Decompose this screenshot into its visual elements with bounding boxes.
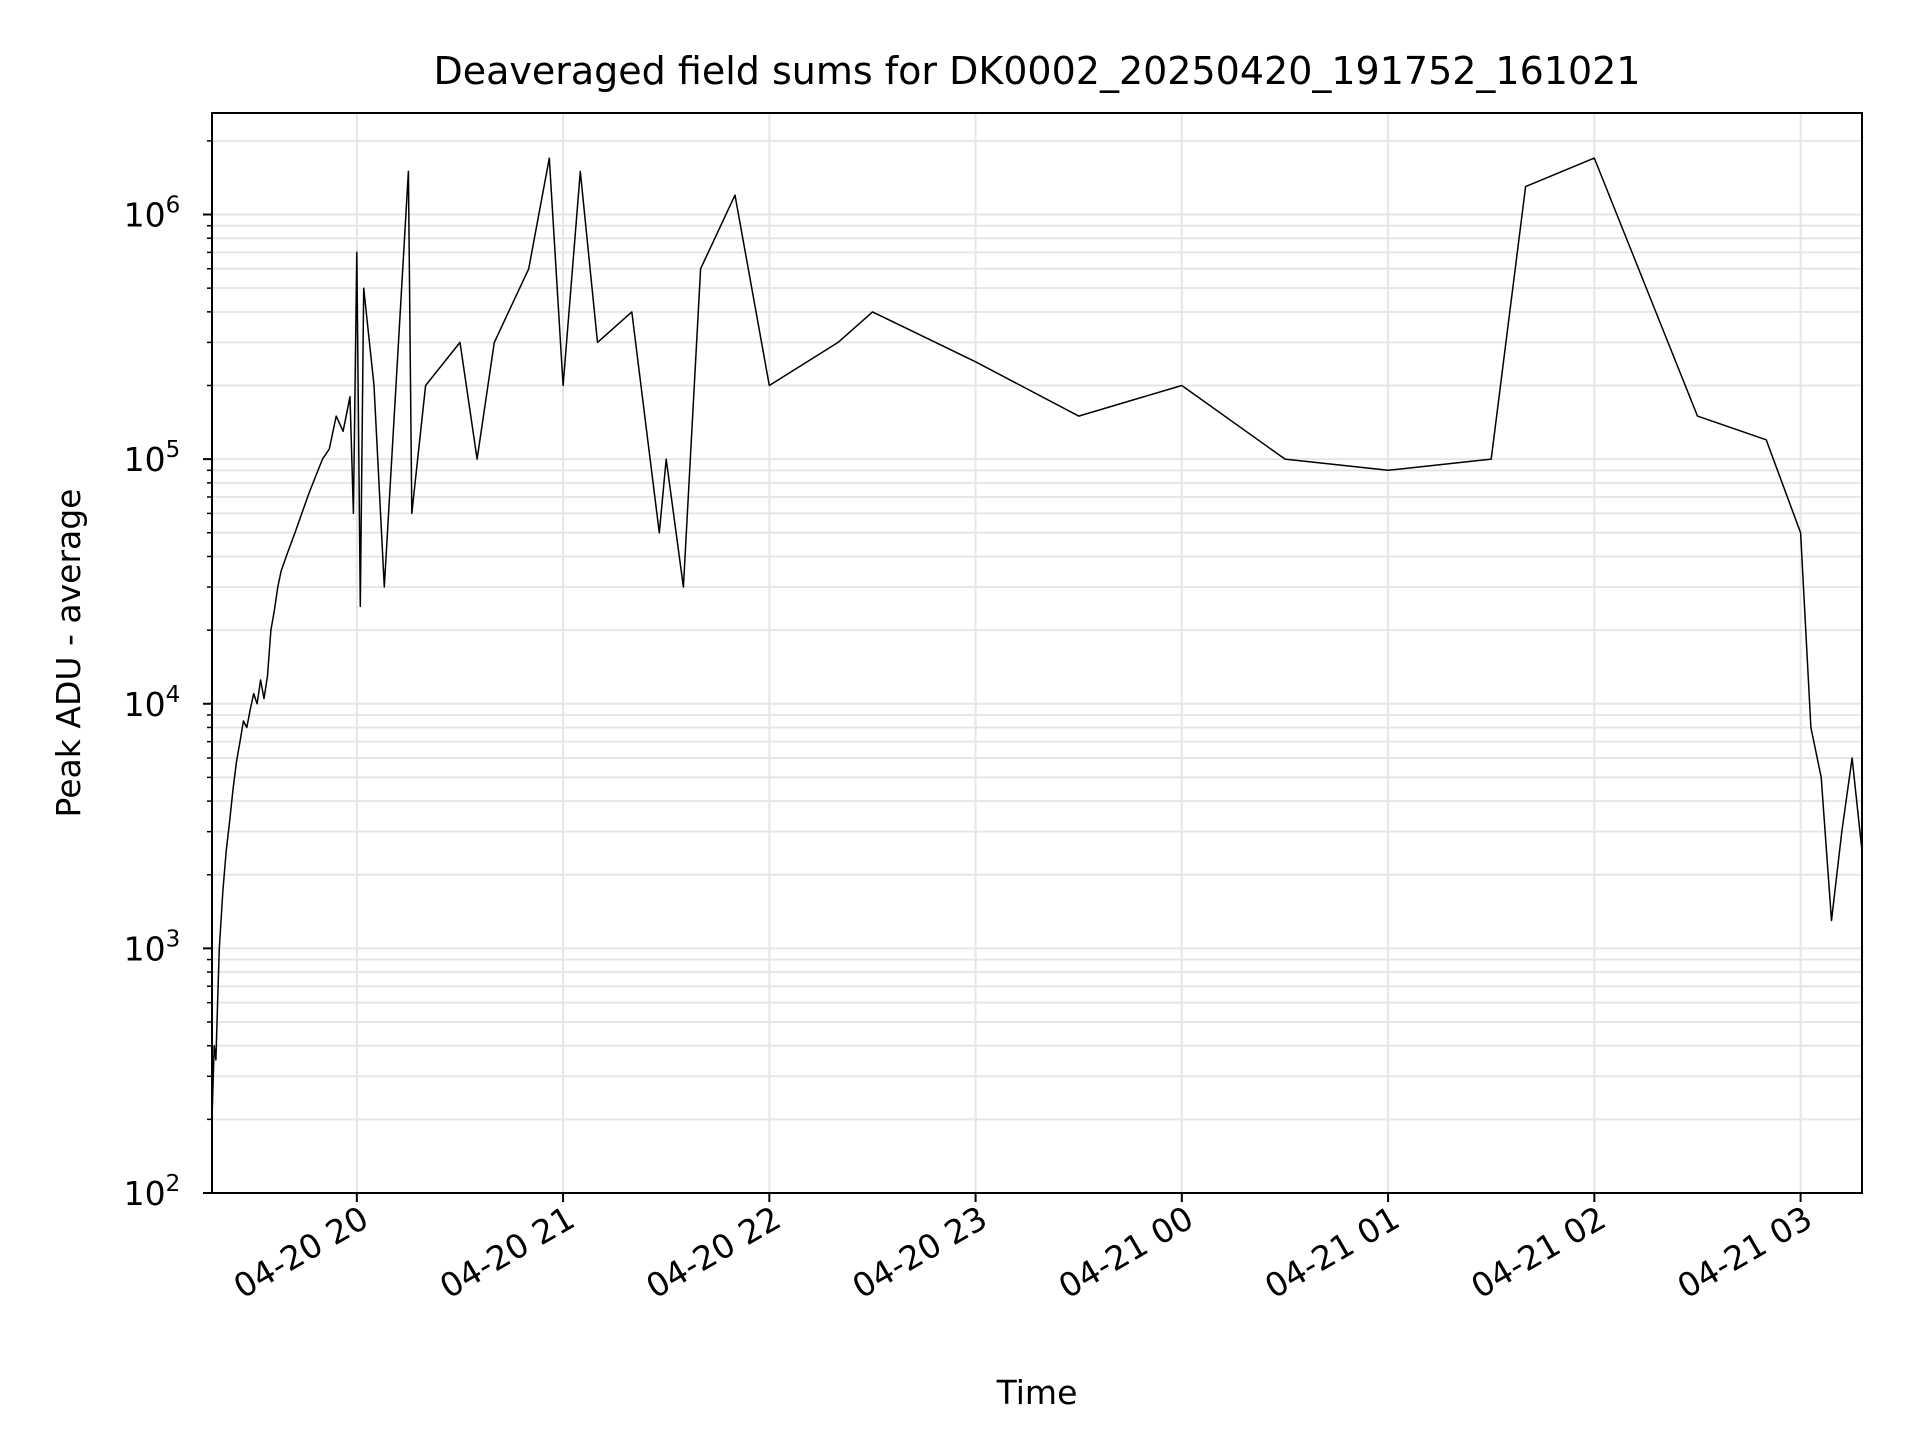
x-axis-label: Time [996,1373,1078,1412]
y-tick-label-base: 10 [124,929,166,968]
y-axis-label: Peak ADU - average [49,489,88,818]
y-tick-label-base: 10 [124,685,166,724]
data-layer [211,157,1863,1120]
y-tick-label: 106 [124,193,181,235]
series-line [211,157,1863,1120]
y-tick-label-exponent: 4 [166,682,181,708]
y-tick-label-base: 10 [124,196,166,235]
y-tick-label: 102 [124,1171,181,1213]
y-tick-label-exponent: 6 [166,193,181,219]
y-tick-label-base: 10 [124,1174,166,1213]
chart-title: Deaveraged field sums for DK0002_2025042… [433,49,1640,93]
y-tick-label-base: 10 [124,440,166,479]
plot-frame [211,112,1863,1194]
y-tick-label-exponent: 3 [166,926,181,952]
grid [212,113,1862,1193]
y-tick-label-exponent: 5 [166,437,181,463]
y-tick-label: 105 [124,437,181,479]
y-tick-label: 104 [124,682,181,724]
y-tick-label-exponent: 2 [166,1171,181,1197]
plot-area-background [212,113,1862,1193]
y-tick-label: 103 [124,926,181,968]
